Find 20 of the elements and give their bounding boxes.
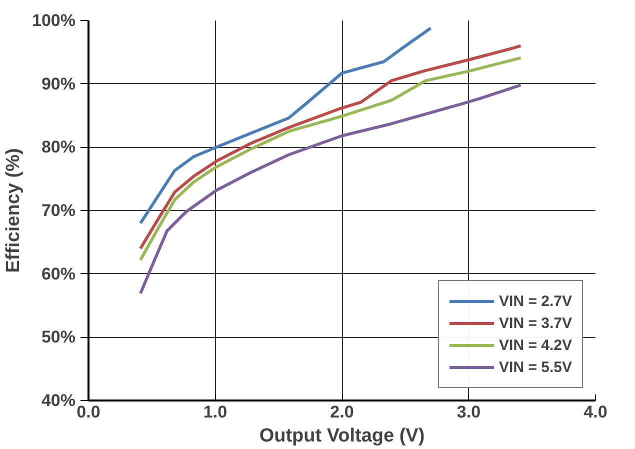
x-tick-label: 1.0	[203, 402, 228, 422]
x-tick-label: 3.0	[456, 402, 481, 422]
line-series	[138, 26, 432, 225]
y-tick-label: 50%	[41, 328, 76, 347]
x-tick-label: 4.0	[584, 402, 608, 422]
y-tick-label: 80%	[41, 138, 76, 157]
y-tick-label: 40%	[41, 391, 76, 410]
y-tick-label: 60%	[41, 264, 76, 284]
y-axis-title: Efficiency (%)	[3, 148, 24, 273]
y-tick-label: 70%	[41, 201, 76, 220]
legend-label: VIN = 4.2V	[499, 336, 572, 354]
x-axis-title: Output Voltage (V)	[259, 426, 425, 446]
line-series	[138, 84, 522, 295]
y-tick-label: 90%	[41, 74, 76, 94]
legend-label: VIN = 5.5V	[499, 358, 572, 376]
legend-label: VIN = 2.7V	[499, 292, 572, 310]
y-tick-label: 100%	[32, 11, 76, 30]
legend-label: VIN = 3.7V	[499, 314, 572, 332]
x-tick-label: 2.0	[330, 402, 354, 422]
x-tick-label: 0.0	[76, 402, 100, 422]
